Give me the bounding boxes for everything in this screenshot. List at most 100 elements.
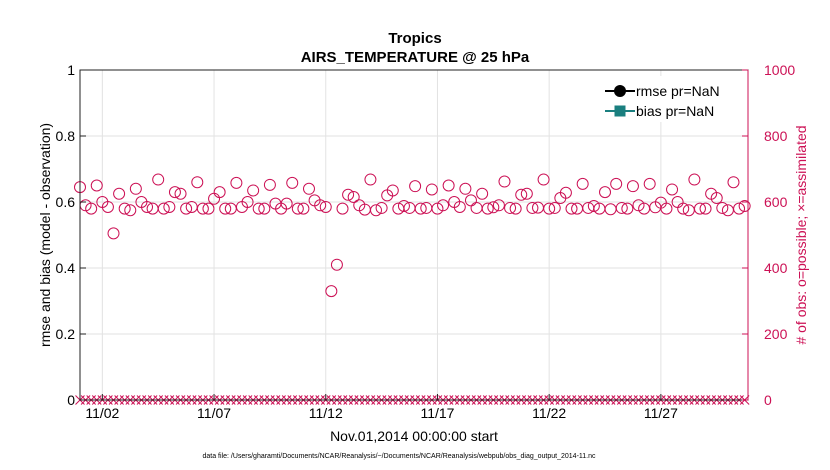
point-possible-38 [286, 176, 299, 189]
point-possible-64 [431, 202, 444, 215]
point-possible-63 [425, 183, 438, 196]
data-points [74, 173, 751, 405]
y-axis-right-ticks: 0 200 400 600 800 1000 [742, 62, 795, 408]
point-possible-111 [693, 202, 706, 215]
point-possible-60 [409, 180, 422, 193]
x-tick-label-0: 11/02 [85, 405, 119, 421]
point-possible-10 [129, 182, 142, 195]
point-possible-28 [230, 176, 243, 189]
y-tick-label-right-5: 1000 [764, 62, 795, 78]
point-possible-31 [247, 184, 260, 197]
point-possible-77 [504, 201, 517, 214]
point-possible-14 [152, 173, 165, 186]
legend-rmse-label: rmse pr=NaN [636, 83, 720, 99]
y-tick-label-right-0: 0 [764, 392, 772, 408]
x-axis-ticks: 11/02 11/07 11/12 11/17 11/22 11/27 [85, 394, 678, 421]
point-possible-66 [442, 179, 455, 192]
point-possible-19 [180, 202, 193, 215]
point-possible-61 [414, 202, 427, 215]
point-possible-81 [526, 201, 539, 214]
y-tick-label-left-5: 1 [67, 62, 75, 78]
y-tick-label-right-3: 600 [764, 194, 788, 210]
point-possible-3 [90, 179, 103, 192]
point-possible-44 [319, 200, 332, 213]
point-possible-112 [699, 202, 712, 215]
point-possible-79 [515, 188, 528, 201]
point-possible-68 [453, 200, 466, 213]
point-possible-49 [347, 191, 360, 204]
point-possible-5 [101, 200, 114, 213]
point-possible-119 [738, 199, 751, 212]
point-possible-33 [258, 202, 271, 215]
point-possible-41 [302, 182, 315, 195]
point-possible-105 [660, 202, 673, 215]
point-possible-32 [252, 202, 265, 215]
point-possible-7 [113, 187, 126, 200]
point-possible-118 [733, 202, 746, 215]
point-possible-43 [314, 199, 327, 212]
y-tick-label-left-3: 0.6 [56, 194, 76, 210]
legend-rmse-marker [614, 85, 626, 97]
point-possible-53 [370, 204, 383, 217]
grid-lines [80, 69, 748, 401]
point-possible-96 [610, 177, 623, 190]
point-possible-100 [632, 199, 645, 212]
point-possible-99 [626, 180, 639, 193]
point-possible-48 [342, 188, 355, 201]
point-possible-69 [459, 182, 472, 195]
point-possible-56 [386, 184, 399, 197]
point-possible-25 [213, 186, 226, 199]
point-possible-15 [157, 202, 170, 215]
x-tick-label-3: 11/17 [420, 405, 454, 421]
point-possible-8 [118, 202, 131, 215]
point-possible-75 [492, 199, 505, 212]
y-axis-left-ticks: 0 0.2 0.4 0.6 0.8 1 [56, 62, 86, 408]
point-possible-73 [481, 202, 494, 215]
point-possible-58 [397, 199, 410, 212]
x-tick-label-2: 11/12 [309, 405, 343, 421]
point-possible-45 [325, 285, 338, 298]
y-tick-label-right-1: 200 [764, 326, 788, 342]
point-possible-16 [163, 200, 176, 213]
legend-entry-bias: bias pr=NaN [605, 103, 714, 119]
point-possible-94 [599, 186, 612, 199]
y-axis-right-label: # of obs: o=possible; ×=assimilated [793, 125, 809, 344]
point-possible-80 [520, 187, 533, 200]
point-possible-87 [559, 186, 572, 199]
point-possible-46 [330, 258, 343, 271]
x-tick-label-1: 11/07 [197, 405, 231, 421]
point-possible-110 [688, 173, 701, 186]
point-possible-26 [219, 202, 232, 215]
y-tick-label-right-4: 800 [764, 128, 788, 144]
y-axis-left-label: rmse and bias (model - observation) [37, 123, 53, 347]
point-possible-18 [174, 187, 187, 200]
point-possible-54 [375, 201, 388, 214]
point-possible-115 [716, 201, 729, 214]
point-possible-47 [336, 202, 349, 215]
point-possible-90 [576, 177, 589, 190]
point-possible-74 [487, 201, 500, 214]
point-possible-78 [509, 202, 522, 215]
chart-subtitle: AIRS_TEMPERATURE @ 25 hPa [301, 49, 530, 66]
y-tick-label-left-0: 0 [67, 392, 75, 408]
point-possible-88 [565, 202, 578, 215]
point-possible-108 [677, 202, 690, 215]
point-possible-97 [615, 201, 628, 214]
point-possible-34 [263, 178, 276, 191]
point-possible-92 [587, 199, 600, 212]
point-possible-9 [124, 204, 137, 217]
point-possible-12 [141, 200, 154, 213]
point-possible-106 [666, 183, 679, 196]
chart-title: Tropics [388, 30, 441, 47]
point-possible-117 [727, 176, 740, 189]
point-possible-22 [196, 202, 209, 215]
point-possible-85 [548, 201, 561, 214]
y-tick-label-right-2: 400 [764, 260, 788, 276]
point-possible-76 [498, 175, 511, 188]
point-possible-30 [241, 196, 254, 208]
legend: rmse pr=NaN bias pr=NaN [599, 76, 742, 122]
point-possible-6 [107, 227, 120, 240]
point-possible-40 [297, 202, 310, 215]
point-possible-102 [643, 177, 656, 190]
y-tick-label-left-1: 0.2 [56, 326, 76, 342]
